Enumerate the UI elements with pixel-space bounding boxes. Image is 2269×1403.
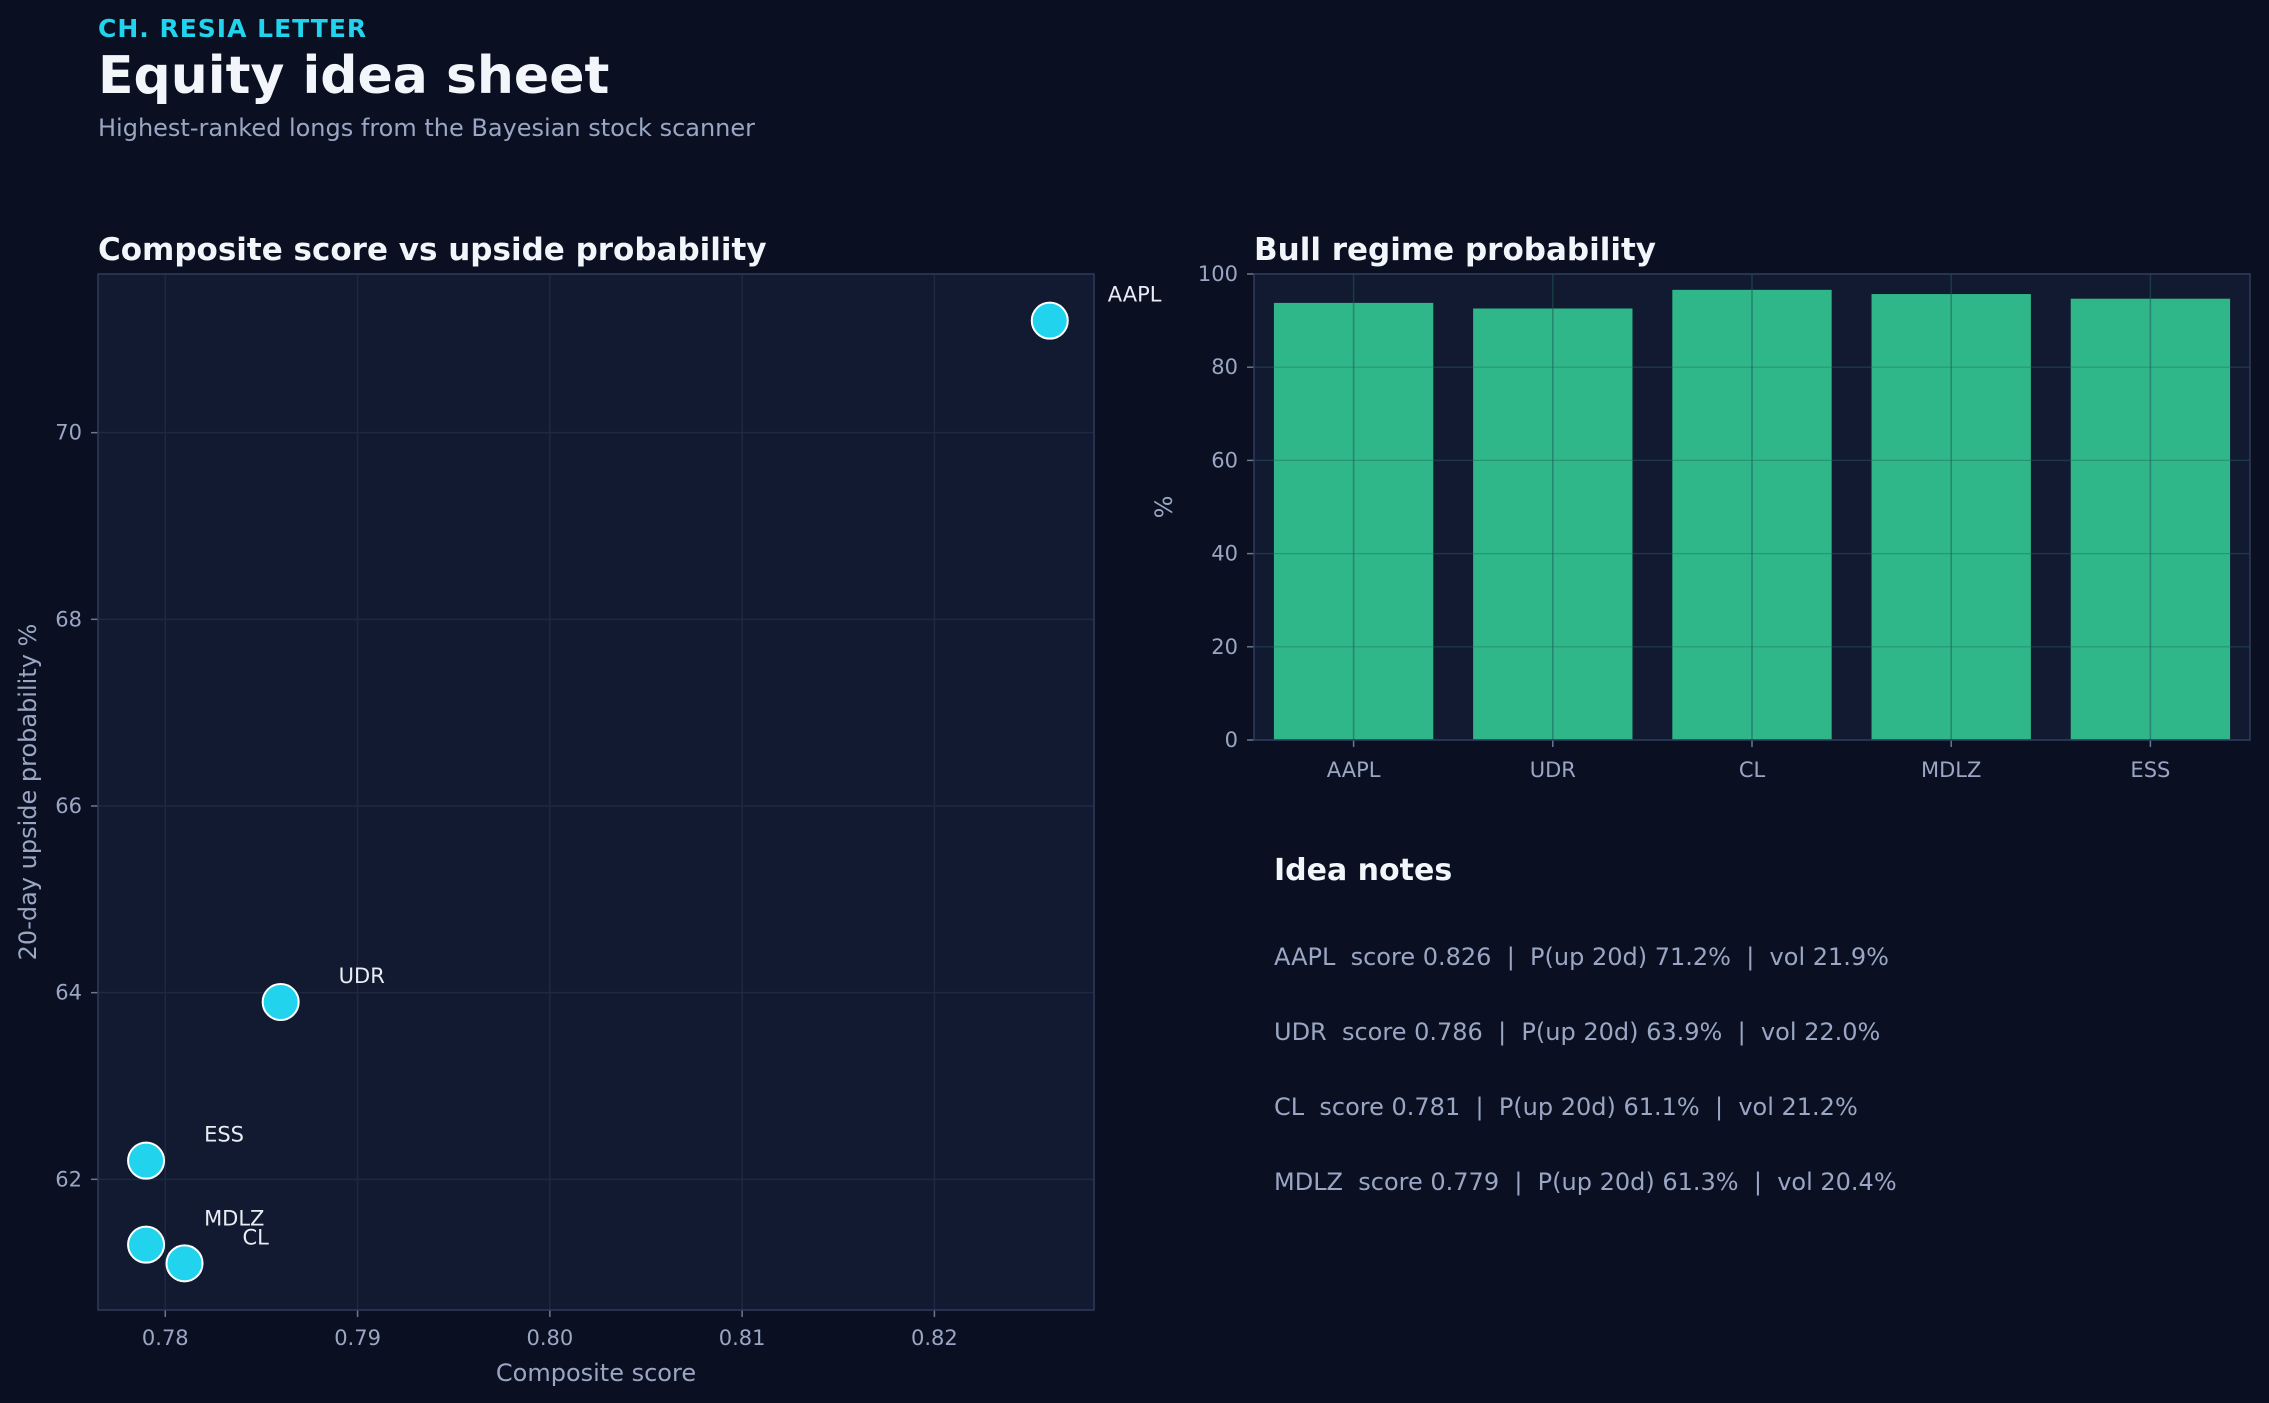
kicker-label: CH. RESIA LETTER [98,14,368,43]
scatter-point-mdlz [127,1225,166,1264]
scatter-x-axis-label: Composite score [496,1359,696,1387]
scatter-x-tick-label: 0.78 [142,1326,189,1350]
scatter-y-tick-label: 62 [55,1167,82,1191]
scatter-chart-title: Composite score vs upside probability [98,232,767,268]
scatter-x-tick-label: 0.81 [719,1326,766,1350]
scatter-plot-area [98,274,1094,1310]
bar-x-tick-label-cl: CL [1739,758,1766,782]
scatter-y-tick-label: 64 [55,981,82,1005]
bar-y-tick-label: 60 [1211,448,1238,472]
bar-x-tick-label-udr: UDR [1530,758,1576,782]
bar-plot-border [1253,273,2251,741]
scatter-point-ess [127,1141,166,1180]
scatter-point-label-mdlz: MDLZ [204,1207,264,1231]
scatter-y-tick-label: 70 [55,421,82,445]
bar-y-tick-label: 40 [1211,542,1238,566]
note-line-aapl: AAPL score 0.826 | P(up 20d) 71.2% | vol… [1274,943,1889,971]
scatter-y-tick-label: 66 [55,794,82,818]
scatter-point-cl [165,1244,204,1283]
bar-x-tick-label-mdlz: MDLZ [1921,758,1981,782]
bar-y-tick-label: 20 [1211,635,1238,659]
bar-x-tick-label-aapl: AAPL [1327,758,1381,782]
scatter-point-label-cl: CL [243,1225,270,1249]
bar-y-tick-label: 100 [1198,262,1238,286]
bar-y-axis-label: % [1150,496,1178,519]
note-line-udr: UDR score 0.786 | P(up 20d) 63.9% | vol … [1274,1018,1881,1046]
scatter-y-tick-label: 68 [55,607,82,631]
note-line-cl: CL score 0.781 | P(up 20d) 61.1% | vol 2… [1274,1093,1858,1121]
scatter-point-label-udr: UDR [339,964,385,988]
note-line-mdlz: MDLZ score 0.779 | P(up 20d) 61.3% | vol… [1274,1168,1897,1196]
scatter-x-tick-label: 0.80 [526,1326,573,1350]
bar-x-tick-label-ess: ESS [2130,758,2170,782]
page-title: Equity idea sheet [98,46,610,106]
scatter-chart: 0.78 0.79 0.80 0.81 0.82 62 64 66 68 70 Composite … [14,273,1162,1387]
bar-chart-title: Bull regime probability [1254,232,1656,268]
scatter-y-axis-label: 20-day upside probability % [14,624,42,961]
bar-y-tick-label: 80 [1211,355,1238,379]
scatter-plot-border [97,273,1095,1311]
page-subtitle: Highest-ranked longs from the Bayesian s… [98,114,756,142]
scatter-point-aapl [1030,301,1069,340]
scatter-point-label-ess: ESS [204,1123,244,1147]
scatter-point-label-aapl: AAPL [1108,283,1162,307]
bar-chart: 0 20 40 60 80 100 AAPL UDR CL MDLZ ESS% [1150,262,2251,782]
scatter-x-tick-label: 0.79 [334,1326,381,1350]
scatter-point-udr [261,983,300,1021]
bar-y-tick-label: 0 [1225,728,1238,752]
notes-title: Idea notes [1274,853,1453,888]
scatter-x-tick-label: 0.82 [911,1326,958,1350]
